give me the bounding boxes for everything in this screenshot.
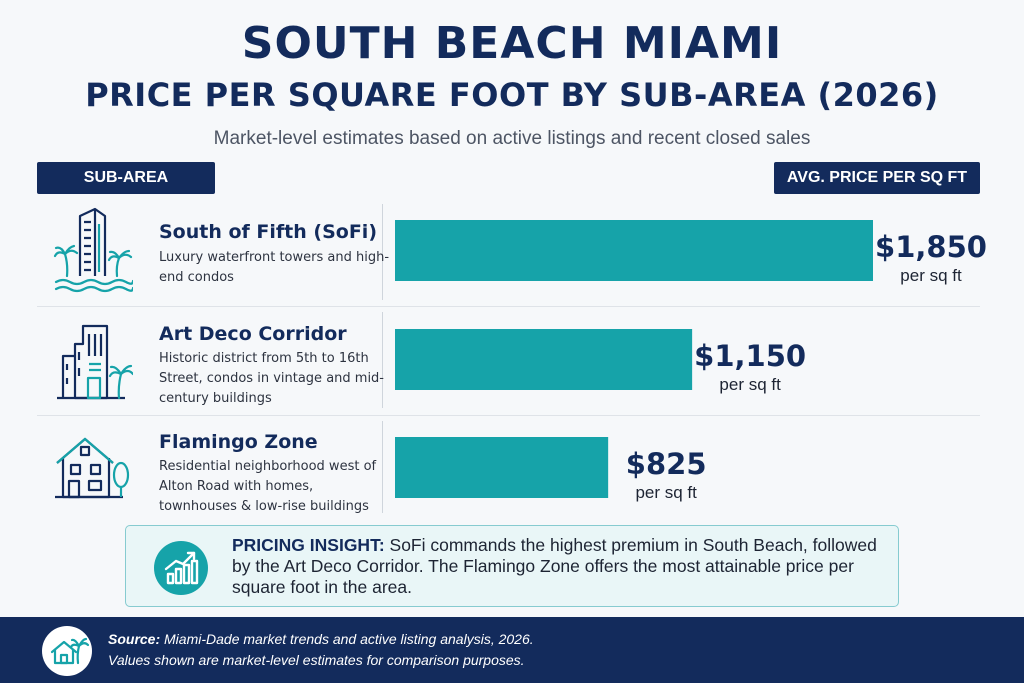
- bar-unit-label: per sq ft: [900, 266, 962, 285]
- pricing-insight-box: PRICING INSIGHT: SoFi commands the highe…: [125, 525, 899, 607]
- house-tree-icon: [55, 437, 130, 499]
- trend-chart-icon: [154, 541, 208, 595]
- bar: [395, 437, 609, 498]
- row-name: Flamingo Zone: [159, 431, 318, 453]
- row-description: Luxury waterfront towers and high-end co…: [159, 250, 390, 285]
- row-divider: [37, 306, 980, 307]
- footer-text: Source: Miami-Dade market trends and act…: [108, 629, 534, 671]
- table-row: Art Deco Corridor Historic district from…: [37, 308, 980, 414]
- insight-body: SoFi commands the highest premium in Sou…: [232, 535, 877, 597]
- bar-value-label: $1,850: [875, 230, 987, 264]
- footer: Source: Miami-Dade market trends and act…: [0, 617, 1024, 683]
- house-palm-icon: [42, 626, 92, 676]
- page-title: SOUTH BEACH MIAMI: [241, 18, 783, 69]
- column-divider: [382, 204, 383, 300]
- bar-value-label: $1,150: [694, 339, 806, 373]
- table-row: Flamingo Zone Residential neighborhood w…: [37, 417, 980, 517]
- column-divider: [382, 421, 383, 513]
- row-name: Art Deco Corridor: [159, 323, 347, 345]
- tower-palm-waves-icon: [53, 207, 133, 293]
- bar: [395, 220, 873, 281]
- column-header-price: AVG. PRICE PER SQ FT: [774, 162, 980, 194]
- source-label: Source:: [108, 631, 161, 647]
- column-header-sub-area: SUB-AREA: [37, 162, 215, 194]
- insight-label: PRICING INSIGHT:: [232, 535, 385, 555]
- bar-unit-label: per sq ft: [635, 483, 697, 502]
- column-divider: [382, 312, 383, 408]
- row-divider: [37, 415, 980, 416]
- table-row: South of Fifth (SoFi) Luxury waterfront …: [37, 200, 980, 304]
- row-name: South of Fifth (SoFi): [159, 221, 377, 243]
- bar: [395, 329, 693, 390]
- row-description: Residential neighborhood west of Alton R…: [159, 459, 377, 514]
- art-deco-building-palm-icon: [57, 324, 133, 400]
- page-tagline: Market-level estimates based on active l…: [213, 128, 811, 149]
- source-text: Miami-Dade market trends and active list…: [160, 631, 534, 647]
- bar-value-label: $825: [626, 447, 707, 481]
- bar-unit-label: per sq ft: [719, 375, 781, 394]
- page-subtitle: PRICE PER SQUARE FOOT BY SUB-AREA (2026): [85, 76, 939, 114]
- footer-note: Values shown are market-level estimates …: [108, 652, 525, 668]
- row-description: Historic district from 5th to 16th Stree…: [159, 351, 384, 406]
- insight-text: PRICING INSIGHT: SoFi commands the highe…: [232, 535, 882, 598]
